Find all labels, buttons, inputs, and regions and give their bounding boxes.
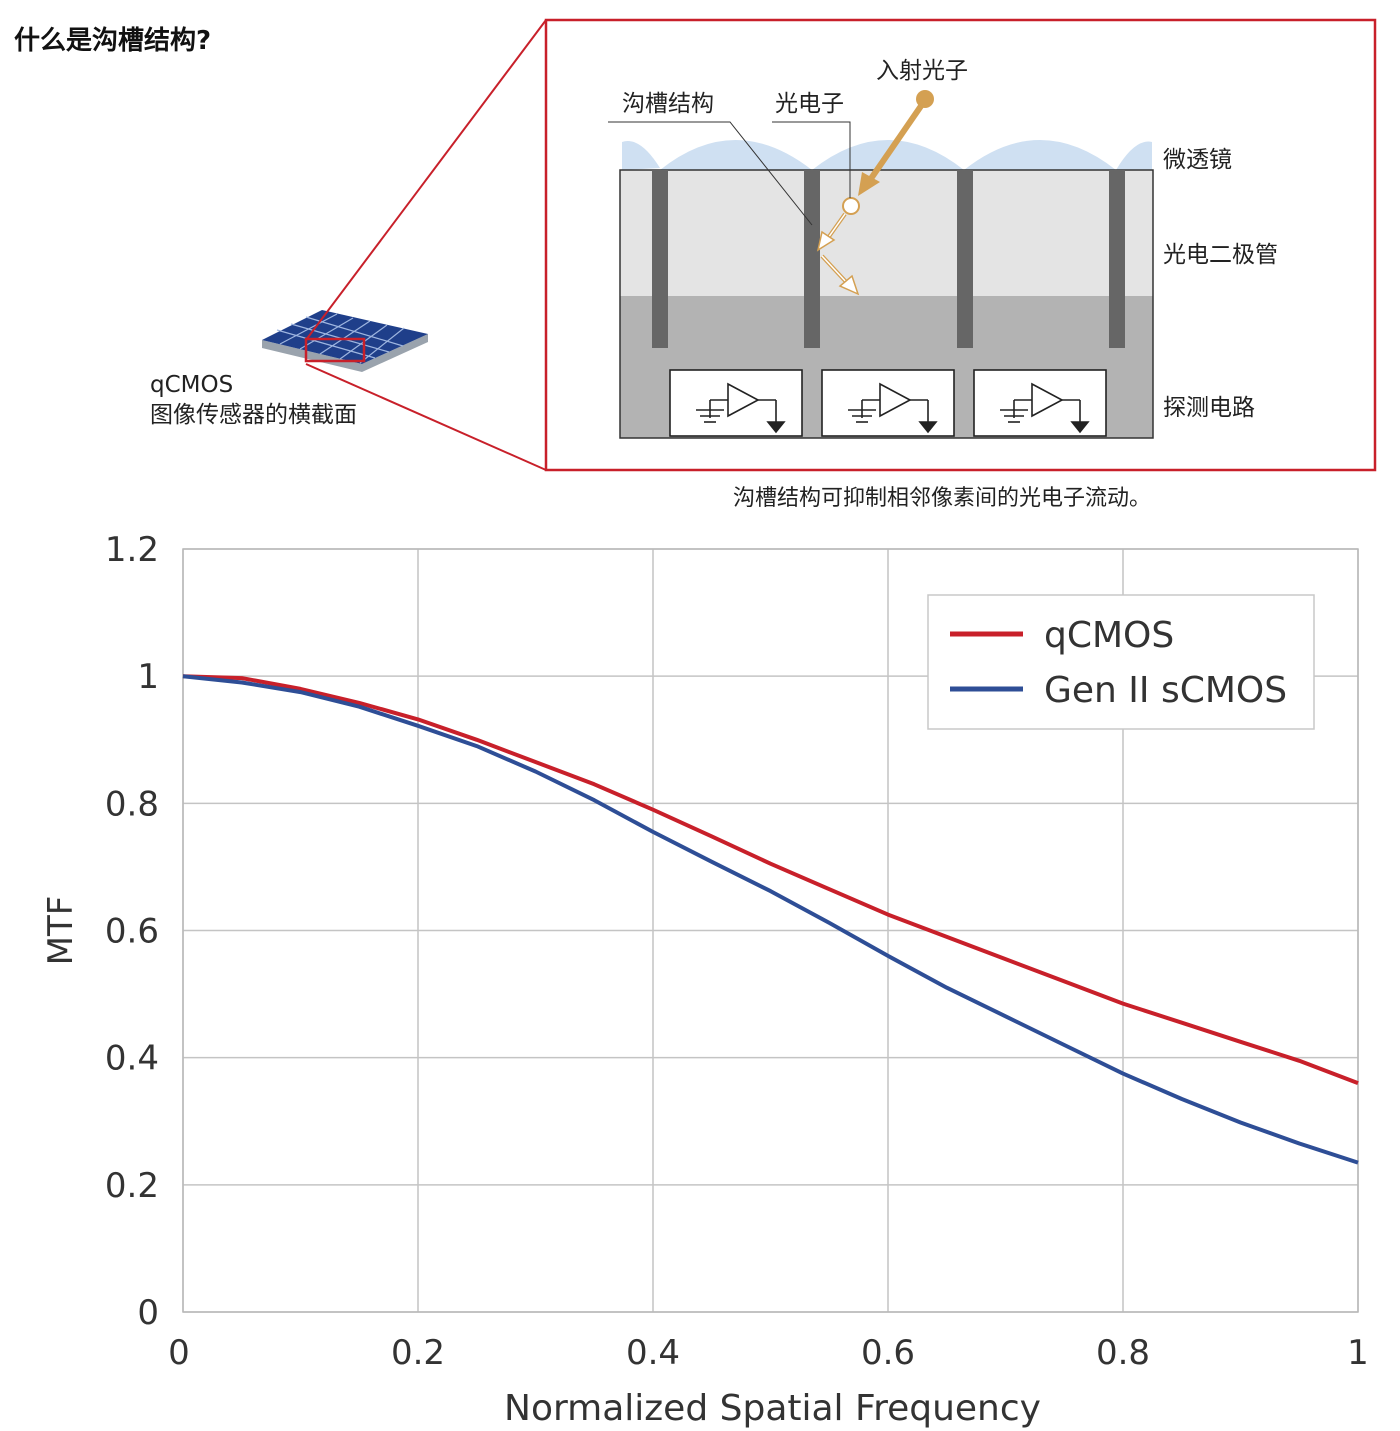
photodiode-layer: [620, 170, 1153, 296]
x-tick-label: 1: [1347, 1333, 1369, 1373]
y-tick-label: 0: [137, 1293, 159, 1333]
chart-legend: qCMOS Gen II sCMOS: [927, 594, 1315, 730]
chart-series: [182, 674, 1359, 1165]
x-tick-label: 0: [168, 1333, 190, 1373]
photodiode-label: 光电二极管: [1163, 242, 1278, 268]
sensor-label-line1: qCMOS: [150, 372, 234, 398]
y-tick-label: 0.8: [105, 784, 159, 824]
legend-label: Gen II sCMOS: [1044, 670, 1287, 711]
incident-photon-label: 入射光子: [876, 58, 968, 84]
y-tick-label: 1.2: [105, 530, 159, 570]
y-axis-label: MTF: [41, 896, 81, 966]
diagram-caption: 沟槽结构可抑制相邻像素间的光电子流动。: [733, 486, 1152, 511]
y-tick-labels: 0 0.2 0.4 0.6 0.8 1 1.2: [105, 530, 159, 1333]
x-tick-label: 0.8: [1096, 1333, 1150, 1373]
x-axis-label: Normalized Spatial Frequency: [504, 1388, 1041, 1429]
trench-walls: [652, 170, 1125, 348]
zoom-line-bottom: [305, 363, 547, 471]
plot-frame: [182, 548, 1359, 1313]
x-tick-label: 0.2: [391, 1333, 445, 1373]
sensor-label: qCMOS 图像传感器的横截面: [150, 370, 357, 430]
leader-lines: [608, 121, 851, 226]
y-tick-label: 0.4: [105, 1039, 159, 1079]
zoom-line-top: [305, 19, 547, 341]
legend-box: [927, 594, 1315, 730]
legend-label: qCMOS: [1044, 615, 1174, 656]
mtf-chart: 0 0.2 0.4 0.6 0.8 1 1.2 0 0.2 0.4 0.6 0.8 1 MTF Nor…: [41, 530, 1369, 1429]
detection-circuits: [669, 369, 1107, 437]
incident-photon: [858, 90, 934, 196]
series-line-gen-ii-scmos: [182, 674, 1359, 1165]
photoelectron-label: 光电子: [775, 91, 844, 117]
series-line-qcmos: [182, 674, 1359, 1085]
y-tick-label: 0.6: [105, 912, 159, 952]
x-tick-label: 0.6: [861, 1333, 915, 1373]
trench-structure-diagram: 沟槽结构 光电子 入射光子 微透镜 光电二极管 探测电路: [262, 18, 1377, 472]
x-tick-labels: 0 0.2 0.4 0.6 0.8 1: [168, 1333, 1369, 1373]
circuit-label: 探测电路: [1163, 395, 1255, 421]
y-tick-label: 0.2: [105, 1166, 159, 1206]
y-tick-label: 1: [137, 657, 159, 697]
x-tick-label: 0.4: [626, 1333, 680, 1373]
page-title: 什么是沟槽结构?: [14, 26, 212, 56]
trench-label: 沟槽结构: [622, 91, 714, 117]
sensor-label-line2: 图像传感器的横截面: [150, 402, 357, 428]
photoelectron: [816, 197, 860, 296]
sensor-chip-illustration: [262, 310, 428, 372]
microlens-label: 微透镜: [1163, 147, 1232, 173]
